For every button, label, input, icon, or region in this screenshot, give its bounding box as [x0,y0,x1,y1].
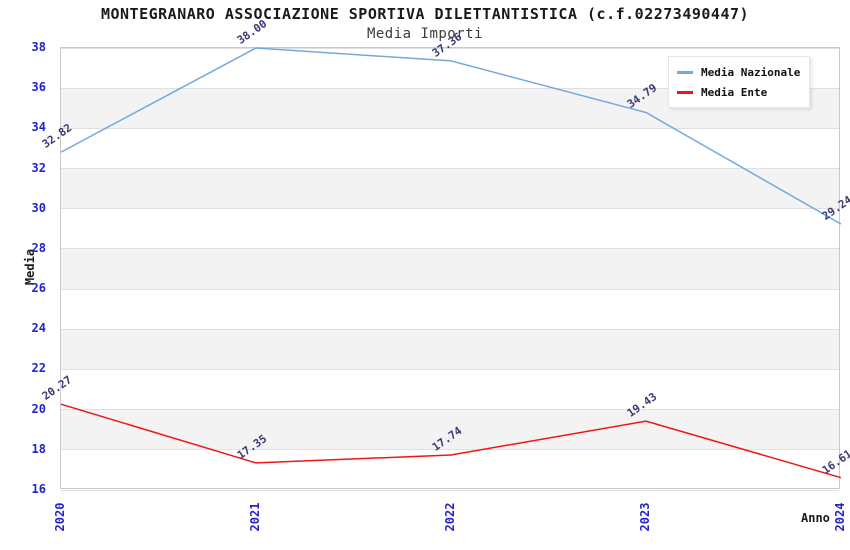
x-tick-label: 2024 [833,502,847,532]
legend-item: Media Nazionale [677,62,801,82]
y-tick-label: 26 [31,281,46,296]
x-tick-label: 2021 [248,502,262,532]
grid-line [61,409,839,411]
grid-line [61,489,839,491]
plot-area: 32.82 38.00 37.36 34.79 29.24 20.27 17.35 17.74… [40,17,850,491]
grid-line [61,248,839,250]
y-tick-label: 22 [31,361,46,376]
grid-line [61,368,839,370]
grid-line [61,87,839,89]
y-tick-label: 38 [31,40,46,54]
y-tick-label: 34 [31,120,46,135]
grid-band [61,248,839,290]
y-tick-label: 16 [31,482,46,496]
grid-band [61,329,839,370]
legend-line-sample-icon [677,90,693,94]
grid-band [61,168,839,209]
y-tick-label: 36 [31,80,46,95]
y-tick-label: 20 [31,401,46,416]
series-line-media-ente [60,403,842,479]
x-tick-label: 2022 [443,502,457,532]
series-lines [60,47,842,479]
y-tick-label: 24 [31,321,46,336]
legend-item-label: Media Ente [701,85,768,99]
grid-line [61,168,839,170]
y-tick-label: 32 [31,160,46,175]
chart-subtitle: Media Importi [366,26,484,42]
legend-item: Media Ente [677,82,801,102]
legend-line-sample-icon [677,70,693,74]
grid-line [61,127,839,129]
y-tick-label: 30 [31,200,46,215]
chart-title: MONTEGRANARO ASSOCIAZIONE SPORTIVA DILET… [100,5,750,23]
grid-line [61,288,839,290]
grid-line [61,449,839,451]
y-tick-label: 18 [31,441,46,456]
series-line-media-nazionale [60,47,842,225]
grid-line [61,328,839,330]
y-tick-label: 28 [31,240,46,255]
legend-item-label: Media Nazionale [701,65,801,79]
x-axis-title: Anno [801,511,830,525]
grid-line [61,47,839,49]
x-tick-label: 2023 [638,502,652,532]
grid-line [61,208,839,210]
legend: Media Nazionale Media Ente [668,56,810,108]
x-tick-label: 2020 [53,502,67,532]
